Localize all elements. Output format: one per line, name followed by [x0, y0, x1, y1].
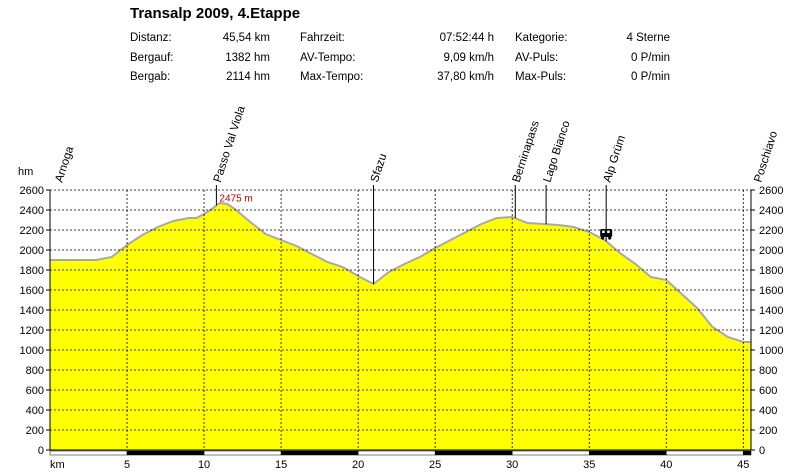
elevation-area — [50, 203, 751, 450]
y-tick-label-left: 400 — [26, 405, 44, 417]
y-tick-label-right: 400 — [759, 405, 777, 417]
y-axis-label: hm — [18, 166, 33, 178]
waypoint-label: Alp Grüm — [602, 134, 628, 184]
stat-descent-label: Bergab: — [130, 71, 171, 83]
y-tick-label-left: 2000 — [20, 245, 44, 257]
peak-annotation: 2475 m — [219, 194, 252, 205]
waypoint-label: Passo Val Viola — [212, 104, 248, 184]
stat-avg-pulse-value: 0 P/min — [631, 52, 670, 64]
y-tick-label-left: 1400 — [20, 305, 44, 317]
stat-avg-pulse-label: AV-Puls: — [515, 52, 559, 64]
stat-avg-speed-value: 9,09 km/h — [443, 52, 495, 64]
x-tick-label: 30 — [506, 459, 518, 471]
x-tick-label: 45 — [737, 459, 749, 471]
y-tick-label-left: 1800 — [20, 265, 44, 277]
x-axis-stripe — [357, 450, 436, 456]
y-tick-label-right: 1000 — [759, 345, 783, 357]
y-tick-label-right: 800 — [759, 365, 777, 377]
y-tick-label-left: 2200 — [20, 225, 44, 237]
y-tick-label-right: 200 — [759, 425, 777, 437]
y-tick-label-right: 1800 — [759, 265, 783, 277]
stat-max-speed-label: Max-Tempo: — [300, 71, 364, 83]
x-axis-stripe — [588, 450, 667, 456]
x-tick-label: 5 — [124, 459, 130, 471]
y-tick-label-left: 1000 — [20, 345, 44, 357]
stat-ascent-label: Bergauf: — [130, 52, 174, 64]
stat-time-label: Fahrzeit: — [300, 32, 345, 44]
y-tick-label-left: 1200 — [20, 325, 44, 337]
y-tick-label-left: 0 — [38, 445, 44, 457]
y-tick-label-right: 1600 — [759, 285, 783, 297]
stat-distance-value: 45,54 km — [222, 32, 270, 44]
train-icon-window — [607, 230, 610, 233]
x-axis-stripe — [203, 450, 282, 456]
y-tick-label-left: 1600 — [20, 285, 44, 297]
stat-descent-value: 2114 hm — [226, 71, 270, 83]
stat-max-pulse-value: 0 P/min — [631, 71, 670, 83]
train-icon-wheel — [608, 236, 612, 240]
stat-category-value: 4 Sterne — [626, 32, 670, 44]
train-icon-wheel — [601, 236, 605, 240]
y-tick-label-left: 2400 — [20, 205, 44, 217]
x-axis-label: km — [50, 459, 65, 471]
chart-title: Transalp 2009, 4.Etappe — [130, 5, 301, 22]
x-tick-label: 10 — [198, 459, 210, 471]
x-axis-stripe — [434, 450, 513, 456]
y-tick-label-right: 600 — [759, 385, 777, 397]
stat-time-value: 07:52:44 h — [439, 32, 494, 44]
x-axis-stripe — [280, 450, 359, 456]
train-icon-window — [602, 230, 605, 233]
y-tick-label-right: 1200 — [759, 325, 783, 337]
waypoint-label: Sfazu — [369, 152, 390, 184]
x-tick-label: 25 — [429, 459, 441, 471]
train-icon — [600, 229, 613, 237]
x-axis-stripe — [666, 450, 744, 456]
stat-max-pulse-label: Max-Puls: — [515, 71, 567, 83]
waypoint-label: Arnoga — [53, 144, 76, 184]
x-axis-stripe — [126, 450, 205, 456]
x-tick-label: 35 — [583, 459, 595, 471]
waypoint-label: Lago Bianco — [542, 119, 573, 184]
stat-avg-speed-label: AV-Tempo: — [300, 52, 356, 64]
x-axis-stripe — [511, 450, 590, 456]
y-tick-label-right: 0 — [759, 445, 765, 457]
waypoint-label: Poschiavo — [752, 130, 780, 184]
x-axis-stripe — [49, 450, 128, 456]
y-tick-label-left: 2600 — [20, 185, 44, 197]
y-tick-label-right: 2600 — [759, 185, 783, 197]
y-tick-label-left: 200 — [26, 425, 44, 437]
y-tick-label-right: 2000 — [759, 245, 783, 257]
waypoint-label: Berninapass — [511, 119, 542, 184]
y-tick-label-right: 1400 — [759, 305, 783, 317]
stat-ascent-value: 1382 hm — [225, 52, 270, 64]
y-tick-label-left: 800 — [26, 365, 44, 377]
x-tick-label: 20 — [352, 459, 364, 471]
y-tick-label-right: 2400 — [759, 205, 783, 217]
y-tick-label-right: 2200 — [759, 225, 783, 237]
x-tick-label: 15 — [275, 459, 287, 471]
x-tick-label: 40 — [660, 459, 672, 471]
elevation-line — [50, 201, 751, 343]
stat-max-speed-value: 37,80 km/h — [437, 71, 494, 83]
stat-distance-label: Distanz: — [130, 32, 172, 44]
x-axis-stripe — [743, 450, 752, 456]
stat-category-label: Kategorie: — [515, 32, 568, 44]
y-tick-label-left: 600 — [26, 385, 44, 397]
